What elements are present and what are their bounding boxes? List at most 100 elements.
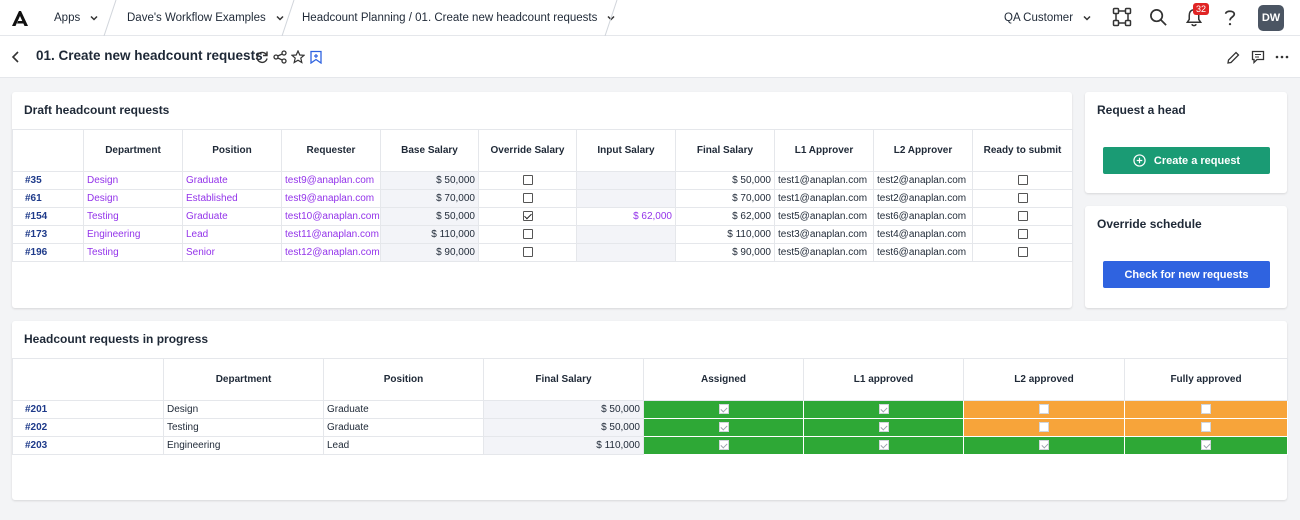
row-id[interactable]: #202 (12, 418, 164, 437)
bookmark-icon[interactable] (309, 50, 323, 64)
customer-menu[interactable]: QA Customer (1004, 0, 1092, 36)
row-id[interactable]: #196 (12, 243, 84, 262)
ready-to-submit-checkbox[interactable] (1017, 247, 1028, 258)
ready-to-submit-checkbox[interactable] (1017, 193, 1028, 204)
row-id[interactable]: #173 (12, 225, 84, 244)
column-header: Override Salary (478, 129, 577, 172)
l2-approved-checkbox[interactable] (1039, 422, 1049, 433)
workspace-menu-label: Dave's Workflow Examples (127, 12, 266, 24)
l1-approver-cell: test1@anaplan.com (774, 171, 874, 190)
corner-cell (12, 358, 164, 401)
position-cell[interactable]: Graduate (182, 207, 282, 226)
department-cell[interactable]: Design (83, 171, 183, 190)
fully-approved-checkbox[interactable] (1201, 440, 1211, 451)
input-salary-cell[interactable]: $ 62,000 (576, 207, 676, 226)
l1-approver-cell: test5@anaplan.com (774, 207, 874, 226)
ready-to-submit-checkbox[interactable] (1017, 175, 1028, 186)
more-icon[interactable] (1275, 55, 1289, 59)
plus-circle-icon (1133, 154, 1146, 167)
page-path-menu[interactable]: Headcount Planning / 01. Create new head… (302, 0, 616, 36)
workspace-menu[interactable]: Dave's Workflow Examples (127, 0, 285, 36)
override-salary-checkbox[interactable] (522, 229, 533, 240)
override-salary-checkbox-cell (478, 243, 577, 262)
row-id[interactable]: #61 (12, 189, 84, 208)
override-salary-checkbox-cell (478, 225, 577, 244)
l2-approver-cell: test4@anaplan.com (873, 225, 973, 244)
l1-approved-checkbox[interactable] (878, 422, 889, 433)
assigned-checkbox[interactable] (718, 440, 729, 451)
department-cell: Engineering (163, 436, 324, 455)
override-schedule-title: Override schedule (1097, 217, 1202, 231)
requester-cell[interactable]: test9@anaplan.com (281, 189, 381, 208)
table-row: #61 Design Established test9@anaplan.com $ 7… (12, 189, 1073, 208)
help-icon[interactable] (1222, 8, 1238, 27)
position-cell[interactable]: Senior (182, 243, 282, 262)
apps-menu[interactable]: Apps (54, 0, 99, 36)
final-salary-cell: $ 50,000 (483, 400, 644, 419)
l1-approved-checkbox[interactable] (878, 404, 889, 415)
final-salary-cell: $ 70,000 (675, 189, 775, 208)
ready-to-submit-checkbox-cell (972, 171, 1073, 190)
corner-cell (12, 129, 84, 172)
override-schedule-card: Override schedule Check for new requests (1085, 206, 1287, 308)
ready-to-submit-checkbox[interactable] (1017, 229, 1028, 240)
avatar[interactable]: DW (1258, 5, 1284, 31)
requester-cell[interactable]: test11@anaplan.com (281, 225, 381, 244)
department-cell[interactable]: Testing (83, 243, 183, 262)
l2-approved-checkbox[interactable] (1039, 404, 1049, 415)
check-new-requests-button[interactable]: Check for new requests (1103, 261, 1270, 288)
row-id[interactable]: #35 (12, 171, 84, 190)
refresh-icon[interactable] (255, 50, 269, 64)
row-id[interactable]: #201 (12, 400, 164, 419)
position-cell[interactable]: Established (182, 189, 282, 208)
fully-approved-checkbox[interactable] (1201, 404, 1211, 415)
breadcrumb-divider (281, 0, 295, 36)
comment-icon[interactable] (1251, 50, 1265, 64)
position-cell[interactable]: Lead (182, 225, 282, 244)
assigned-checkbox[interactable] (718, 404, 729, 415)
row-id[interactable]: #154 (12, 207, 84, 226)
assigned-checkbox[interactable] (718, 422, 729, 433)
requester-cell[interactable]: test10@anaplan.com (281, 207, 381, 226)
star-icon[interactable] (291, 50, 305, 64)
ready-to-submit-checkbox[interactable] (1017, 211, 1028, 222)
override-salary-checkbox[interactable] (522, 211, 533, 222)
table-row: #35 Design Graduate test9@anaplan.com $ 50,0… (12, 171, 1073, 190)
l1-approver-cell: test1@anaplan.com (774, 189, 874, 208)
l2-approver-cell: test2@anaplan.com (873, 189, 973, 208)
create-request-button[interactable]: Create a request (1103, 147, 1270, 174)
department-cell[interactable]: Engineering (83, 225, 183, 244)
requester-cell[interactable]: test9@anaplan.com (281, 171, 381, 190)
pencil-icon[interactable] (1226, 51, 1240, 65)
final-salary-cell: $ 62,000 (675, 207, 775, 226)
l2-approved-checkbox[interactable] (1039, 440, 1049, 451)
l1-approved-checkbox-cell (803, 418, 964, 437)
request-head-title: Request a head (1097, 103, 1186, 117)
check-new-requests-label: Check for new requests (1124, 268, 1249, 281)
anaplan-logo-icon[interactable] (10, 8, 30, 28)
ready-to-submit-checkbox-cell (972, 189, 1073, 208)
requester-cell[interactable]: test12@anaplan.com (281, 243, 381, 262)
override-salary-checkbox[interactable] (522, 175, 533, 186)
l1-approved-checkbox[interactable] (878, 440, 889, 451)
in-progress-card: Headcount requests in progress Departmen… (12, 321, 1288, 500)
notification-count-badge: 32 (1193, 3, 1210, 15)
draft-requests-table: Department Position Requester Base Salar… (12, 129, 1073, 262)
search-icon[interactable] (1149, 8, 1168, 27)
table-row: #203 Engineering Lead $ 110,000 (12, 436, 1288, 455)
fully-approved-checkbox-cell (1124, 400, 1288, 419)
override-salary-checkbox-cell (478, 189, 577, 208)
workflow-icon[interactable] (1112, 7, 1132, 27)
fully-approved-checkbox[interactable] (1201, 422, 1211, 433)
row-id[interactable]: #203 (12, 436, 164, 455)
override-salary-checkbox[interactable] (522, 247, 533, 258)
back-icon[interactable] (10, 50, 22, 64)
position-cell[interactable]: Graduate (182, 171, 282, 190)
department-cell[interactable]: Testing (83, 207, 183, 226)
share-icon[interactable] (273, 50, 287, 64)
assigned-checkbox-cell (643, 400, 804, 419)
override-salary-checkbox[interactable] (522, 193, 533, 204)
table-row: #201 Design Graduate $ 50,000 (12, 400, 1288, 419)
column-header: Position (323, 358, 484, 401)
department-cell[interactable]: Design (83, 189, 183, 208)
